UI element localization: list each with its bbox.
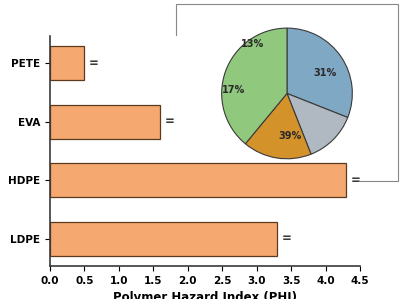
Text: =: =	[164, 115, 174, 128]
Text: =: =	[350, 174, 360, 187]
Text: 17%: 17%	[222, 85, 245, 95]
Wedge shape	[287, 28, 352, 118]
Wedge shape	[287, 93, 348, 154]
Text: 13%: 13%	[241, 39, 264, 49]
Bar	[50, 163, 346, 197]
Bar	[50, 105, 160, 139]
Text: 31%: 31%	[313, 68, 336, 78]
Wedge shape	[245, 93, 311, 159]
X-axis label: Polymer Hazard Index (PHI): Polymer Hazard Index (PHI)	[113, 292, 297, 299]
Text: =: =	[282, 232, 291, 245]
Bar	[50, 222, 277, 256]
Wedge shape	[222, 28, 287, 144]
Text: 39%: 39%	[279, 131, 302, 141]
Bar	[50, 46, 84, 80]
Text: =: =	[88, 57, 98, 70]
